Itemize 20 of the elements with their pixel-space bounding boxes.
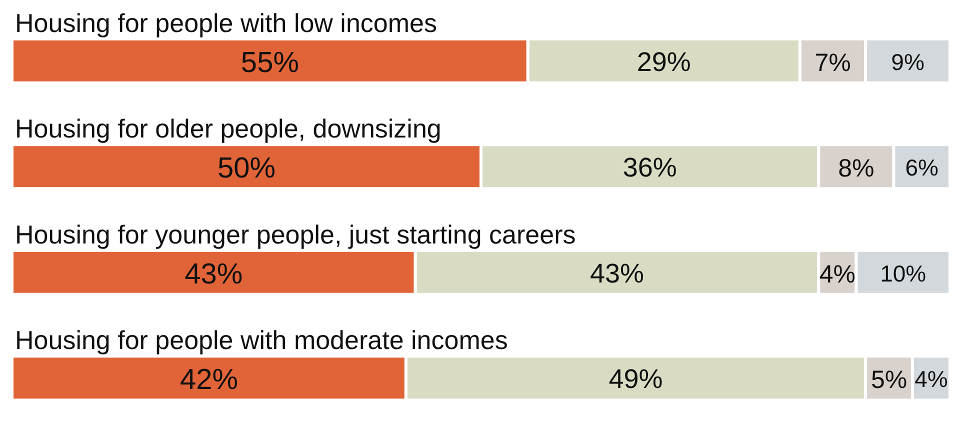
data-label: 55% [240, 46, 299, 79]
data-label: 50% [217, 152, 276, 185]
data-label: 9% [891, 48, 924, 75]
y-tick-label: Housing for people with moderate incomes [15, 325, 508, 356]
y-tick-label: Housing for younger people, just starting careers [15, 219, 576, 250]
data-label: 43% [184, 258, 243, 290]
y-tick-label: Housing for older people, downsizing [15, 114, 442, 144]
data-label: 43% [590, 258, 644, 288]
y-tick-label: Housing for people with low incomes [15, 8, 437, 38]
data-label: 36% [622, 152, 677, 183]
data-label: 10% [880, 260, 926, 286]
data-label: 5% [870, 366, 908, 394]
data-label: 42% [180, 364, 238, 396]
data-label: 4% [819, 260, 856, 288]
data-label: 6% [905, 154, 938, 181]
data-label: 4% [914, 366, 948, 392]
data-label: 7% [814, 48, 851, 77]
data-label: 29% [636, 46, 691, 77]
data-label: 49% [608, 364, 663, 394]
data-label: 8% [838, 154, 874, 183]
